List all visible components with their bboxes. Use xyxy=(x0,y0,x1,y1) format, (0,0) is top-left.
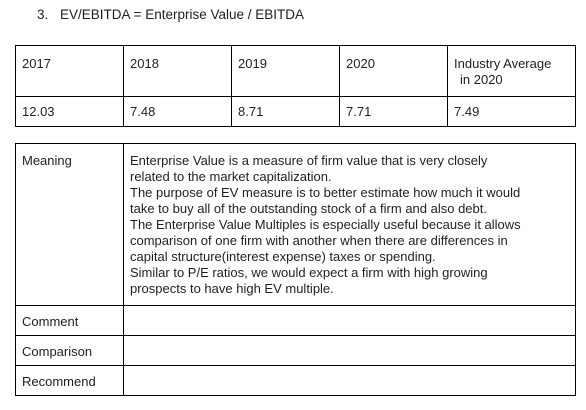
value-cell-2019: 8.71 xyxy=(231,96,340,127)
meaning-line: capital structure(interest expense) taxe… xyxy=(130,249,436,264)
metrics-header-row: 2017 2018 2019 2020 Industry Average in … xyxy=(15,45,576,97)
meaning-line: Similar to P/E ratios, we would expect a… xyxy=(130,265,488,280)
meaning-line: Enterprise Value is a measure of firm va… xyxy=(130,153,488,168)
meaning-row: Meaning Enterprise Value is a measure of… xyxy=(15,143,576,306)
meaning-line: related to the market capitalization. xyxy=(130,169,332,184)
comment-row: Comment xyxy=(15,305,576,336)
meaning-line: take to buy all of the outstanding stock… xyxy=(130,201,487,216)
header-2018-text: 2018 xyxy=(130,56,159,71)
header-2017-text: 2017 xyxy=(22,56,51,71)
comparison-label: Comparison xyxy=(15,335,124,366)
ev-ebitda-metrics-table: 2017 2018 2019 2020 Industry Average in … xyxy=(15,45,576,127)
meaning-text: Enterprise Value is a measure of firm va… xyxy=(123,143,576,306)
value-cell-2020: 7.71 xyxy=(339,96,448,127)
value-cell-2017: 12.03 xyxy=(15,96,124,127)
meaning-line: comparison of one firm with another when… xyxy=(130,233,508,248)
comment-label: Comment xyxy=(15,305,124,336)
recommend-label: Recommend xyxy=(15,365,124,396)
header-cell-industry-average: Industry Average in 2020 xyxy=(447,45,576,97)
recommend-row: Recommend xyxy=(15,365,576,396)
section-heading: 3. EV/EBITDA = Enterprise Value / EBITDA xyxy=(37,7,304,22)
header-cell-2018: 2018 xyxy=(123,45,232,97)
metrics-value-row: 12.03 7.48 8.71 7.71 7.49 xyxy=(15,96,576,127)
value-cell-industry-average: 7.49 xyxy=(447,96,576,127)
header-cell-2019: 2019 xyxy=(231,45,340,97)
meaning-line: The purpose of EV measure is to better e… xyxy=(130,185,521,200)
section-title: EV/EBITDA = Enterprise Value / EBITDA xyxy=(60,7,305,22)
recommend-cell[interactable] xyxy=(123,365,576,396)
analysis-table: Meaning Enterprise Value is a measure of… xyxy=(15,143,576,396)
industry-average-line1: Industry Average xyxy=(454,56,552,71)
meaning-line: prospects to have high EV multiple. xyxy=(130,281,334,296)
meaning-line: The Enterprise Value Multiples is especi… xyxy=(130,217,521,232)
industry-average-line2: in 2020 xyxy=(460,72,503,87)
comparison-cell[interactable] xyxy=(123,335,576,366)
meaning-label: Meaning xyxy=(15,143,124,306)
comment-cell[interactable] xyxy=(123,305,576,336)
header-cell-2020: 2020 xyxy=(339,45,448,97)
header-2019-text: 2019 xyxy=(238,56,267,71)
comparison-row: Comparison xyxy=(15,335,576,366)
header-2020-text: 2020 xyxy=(346,56,375,71)
header-cell-2017: 2017 xyxy=(15,45,124,97)
section-number: 3. xyxy=(37,7,49,22)
value-cell-2018: 7.48 xyxy=(123,96,232,127)
